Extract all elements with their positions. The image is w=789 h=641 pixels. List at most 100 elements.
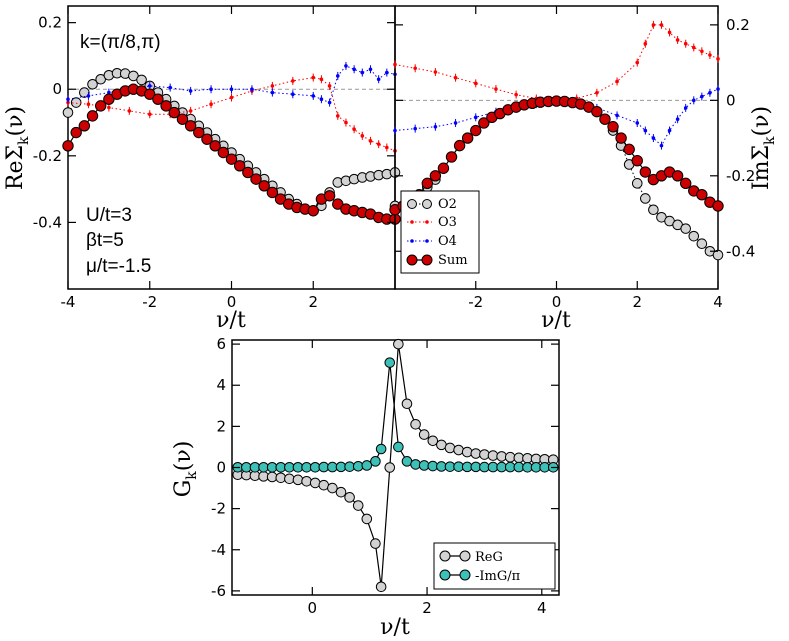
- data-point-sum: [607, 121, 619, 133]
- data-point-sum: [274, 193, 287, 205]
- data-point-sum: [103, 93, 115, 105]
- y-tick-label: 0: [726, 91, 736, 109]
- data-point-sum: [95, 100, 107, 112]
- legend-marker-o2-end: [422, 199, 432, 209]
- data-point-sum: [478, 117, 490, 129]
- data-point-o3: [147, 112, 152, 117]
- legend-marker-reg-end: [459, 550, 471, 562]
- data-point-sum: [217, 146, 230, 159]
- data-point-sum: [437, 162, 450, 174]
- param-beta: βt=5: [86, 230, 124, 251]
- data-point-o3: [127, 109, 132, 113]
- data-point-o4: [311, 94, 316, 98]
- data-point-reg: [393, 338, 404, 350]
- y-tick-label: 4: [216, 376, 226, 394]
- right-x-label: ν/t: [541, 308, 571, 333]
- data-point-o3: [360, 134, 365, 138]
- data-point-o4: [376, 77, 381, 82]
- data-point-reg: [344, 492, 355, 503]
- data-point-sum: [266, 186, 279, 199]
- legend-entry-o4: O4: [407, 234, 457, 249]
- data-point-o2: [631, 178, 643, 189]
- right-y-label-sub: k: [762, 136, 778, 145]
- data-point-reg: [309, 477, 321, 489]
- data-point-reg: [375, 581, 387, 593]
- data-point-o2: [680, 223, 692, 234]
- bottom-legend: ReG -ImG/π: [433, 542, 556, 590]
- left-x-label: ν/t: [216, 308, 246, 333]
- data-point-o4: [86, 94, 91, 98]
- data-point-reg: [479, 449, 490, 460]
- data-point-o4: [708, 90, 712, 95]
- data-point-img: [352, 460, 364, 472]
- data-point-o4: [716, 87, 720, 91]
- data-point-reg: [487, 450, 499, 461]
- data-point-o3: [708, 53, 712, 57]
- data-point-o4: [413, 126, 417, 131]
- data-point-sum: [62, 140, 74, 152]
- data-point-reg: [384, 462, 396, 473]
- svg-text:Gk(ν): Gk(ν): [171, 441, 200, 498]
- data-point-sum: [86, 110, 99, 122]
- data-point-reg: [410, 419, 421, 430]
- legend-marker-reg: [439, 550, 451, 562]
- legend-marker-o4: [410, 239, 414, 243]
- data-point-img: [370, 456, 381, 467]
- legend-entry-sum: Sum: [406, 253, 468, 268]
- bottom-y-label: Gk(ν): [171, 441, 200, 498]
- data-point-o4: [615, 113, 619, 118]
- data-point-o4: [368, 67, 373, 72]
- data-point-o4: [168, 85, 172, 90]
- k-label: k=(π/8,π): [80, 32, 161, 53]
- legend-marker-sum: [406, 254, 418, 266]
- data-point-reg: [284, 473, 295, 485]
- data-point-o4: [335, 74, 340, 78]
- data-point-o3: [651, 23, 656, 27]
- data-point-reg: [418, 429, 430, 440]
- data-point-o4: [107, 90, 111, 95]
- data-point-img: [384, 357, 396, 368]
- y-tick-label: 0: [52, 80, 62, 98]
- data-point-sum: [671, 170, 684, 182]
- x-tick-label: 2: [422, 599, 432, 617]
- data-point-img: [410, 459, 421, 470]
- data-point-reg: [292, 474, 304, 486]
- legend-entry-o3: O3: [407, 215, 457, 230]
- right-y-label-prefix: ImΣ: [749, 145, 774, 190]
- y-tick-label: -4: [211, 541, 226, 559]
- legend-label-o2: O2: [438, 197, 457, 212]
- right-legend: O2 O3 O4 Sum: [400, 190, 480, 274]
- data-point-o4: [453, 121, 458, 125]
- data-point-o4: [393, 128, 397, 133]
- data-point-o4: [229, 87, 234, 92]
- data-point-o4: [250, 87, 254, 92]
- data-point-o3: [229, 95, 234, 100]
- data-point-o3: [270, 84, 275, 88]
- data-point-o3: [335, 114, 340, 118]
- data-point-o3: [643, 41, 648, 46]
- legend-marker-img: [439, 569, 451, 581]
- data-point-o3: [691, 45, 696, 50]
- data-point-sum: [332, 198, 344, 210]
- y-tick-label: -0.2: [33, 147, 62, 165]
- data-point-o4: [327, 100, 332, 105]
- bottom-x-label: ν/t: [380, 615, 410, 640]
- data-point-sum: [623, 143, 635, 156]
- legend-marker-o3-end: [425, 220, 429, 224]
- data-point-o3: [376, 142, 381, 146]
- data-point-o3: [393, 62, 397, 67]
- data-point-reg: [496, 451, 507, 462]
- data-point-sum: [421, 177, 433, 190]
- data-point-o3: [433, 70, 438, 74]
- legend-label-o3: O3: [438, 215, 457, 230]
- data-point-o4: [667, 128, 672, 133]
- y-tick-label: 0.2: [726, 16, 750, 34]
- left-y-label-suffix: (ν): [3, 106, 28, 137]
- y-tick-label: -2: [211, 500, 226, 518]
- right-axis-ticks: -2 0 2 4 -0.4 -0.2 0 0.2: [395, 6, 755, 311]
- data-point-o3: [473, 81, 478, 86]
- legend-marker-o2: [407, 199, 417, 209]
- data-point-sum: [639, 166, 652, 178]
- data-point-sum: [591, 105, 603, 118]
- data-point-o3: [514, 92, 518, 97]
